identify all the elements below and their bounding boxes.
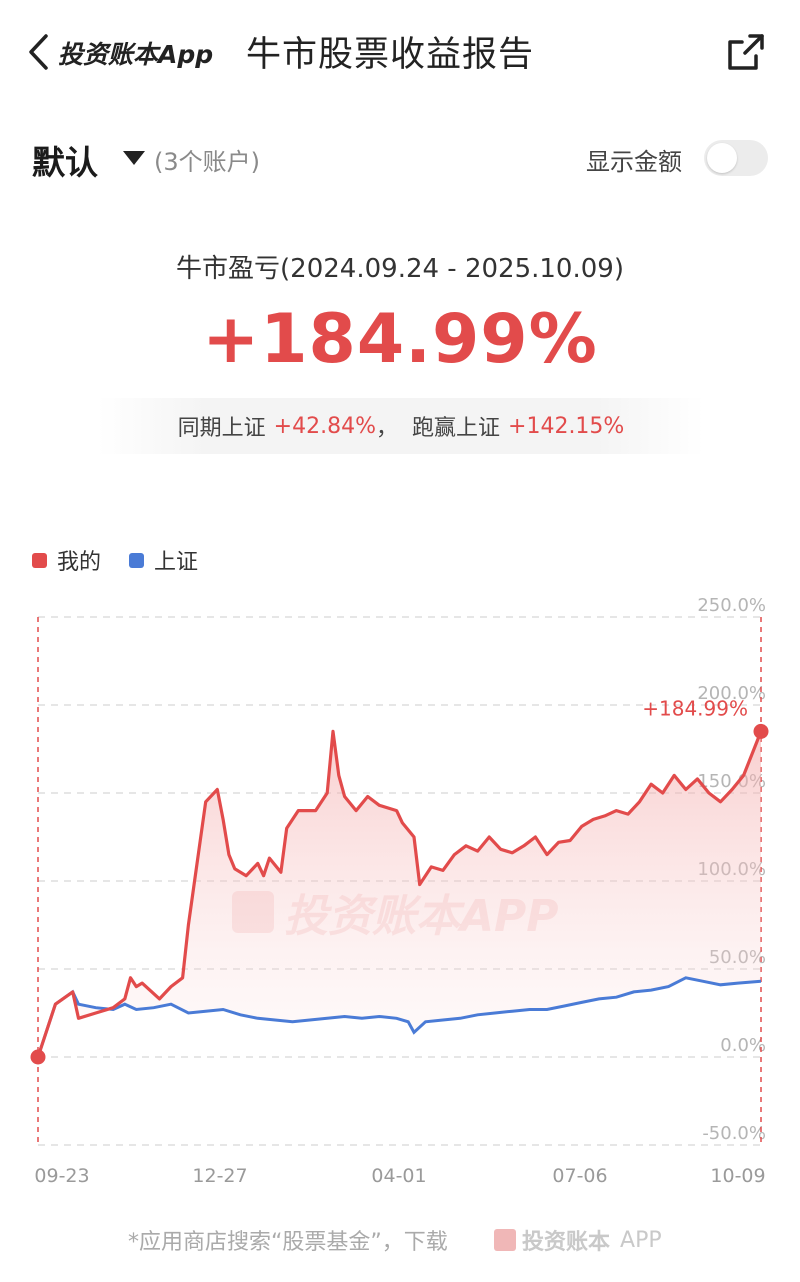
series-line-index xyxy=(36,976,762,1058)
show-amount-toggle[interactable] xyxy=(704,140,768,176)
app-logo-icon xyxy=(494,1229,516,1251)
period-label: 牛市盈亏(2024.09.24 - 2025.10.09) xyxy=(176,254,624,284)
x-tick-label: 09-23 xyxy=(34,1165,89,1187)
share-icon xyxy=(728,34,764,70)
share-button[interactable] xyxy=(726,32,766,72)
toggle-knob xyxy=(707,143,737,173)
compare-prefix: 同期上证 xyxy=(177,416,266,441)
y-tick-label: 200.0% xyxy=(697,683,766,704)
x-tick-label: 04-01 xyxy=(371,1165,426,1187)
x-tick-label: 12-27 xyxy=(192,1165,247,1187)
start-point xyxy=(30,1049,46,1065)
show-amount-label: 显示金额 xyxy=(586,148,682,176)
caret-down-icon[interactable] xyxy=(121,148,147,168)
account-count: (3个账户) xyxy=(154,148,260,176)
legend-swatch xyxy=(129,552,145,568)
footer-note: *应用商店搜索“股票基金”，下载 xyxy=(128,1230,448,1255)
x-tick-label: 07-06 xyxy=(552,1165,607,1187)
compare-sep: ， xyxy=(375,416,398,441)
end-value-label: +184.99% xyxy=(642,696,748,720)
footer-brand-text: 投资账本 xyxy=(522,1230,611,1255)
total-return: +184.99% xyxy=(202,300,598,379)
y-tick-label: -50.0% xyxy=(702,1123,766,1144)
account-selector[interactable]: 默认 xyxy=(32,143,98,182)
legend-label: 上证 xyxy=(154,550,199,575)
end-point xyxy=(753,723,769,739)
benchmark-comparison: 同期上证 +42.84% ， 跑赢上证 +142.15% xyxy=(98,398,704,454)
y-tick-label: 250.0% xyxy=(697,595,766,616)
app-name: 投资账本App xyxy=(58,40,214,69)
compare-value: +42.84% xyxy=(273,413,376,439)
x-tick-label: 10-09 xyxy=(710,1165,765,1187)
return-area xyxy=(38,731,761,1057)
chevron-left-icon xyxy=(29,34,48,70)
legend-item-index[interactable]: 上证 xyxy=(129,544,198,576)
legend-label: 我的 xyxy=(57,550,102,575)
legend-swatch xyxy=(32,552,47,568)
legend-item-mine[interactable]: 我的 xyxy=(32,544,101,576)
footer-brand-app: APP xyxy=(620,1227,662,1253)
back-button[interactable] xyxy=(26,30,66,74)
y-tick-label: 0.0% xyxy=(720,1035,766,1056)
series-line-mine xyxy=(36,729,763,1058)
chart-legend: 我的 上证 xyxy=(32,544,226,576)
return-chart: 250.0%200.0%150.0%100.0%50.0%0.0%-50.0%0… xyxy=(30,595,769,1187)
beat-value: +142.15% xyxy=(508,413,625,439)
beat-prefix: 跑赢上证 xyxy=(412,416,501,441)
top-bar: 投资账本App 牛市股票收益报告 xyxy=(0,0,800,104)
page-title: 牛市股票收益报告 xyxy=(246,35,535,75)
